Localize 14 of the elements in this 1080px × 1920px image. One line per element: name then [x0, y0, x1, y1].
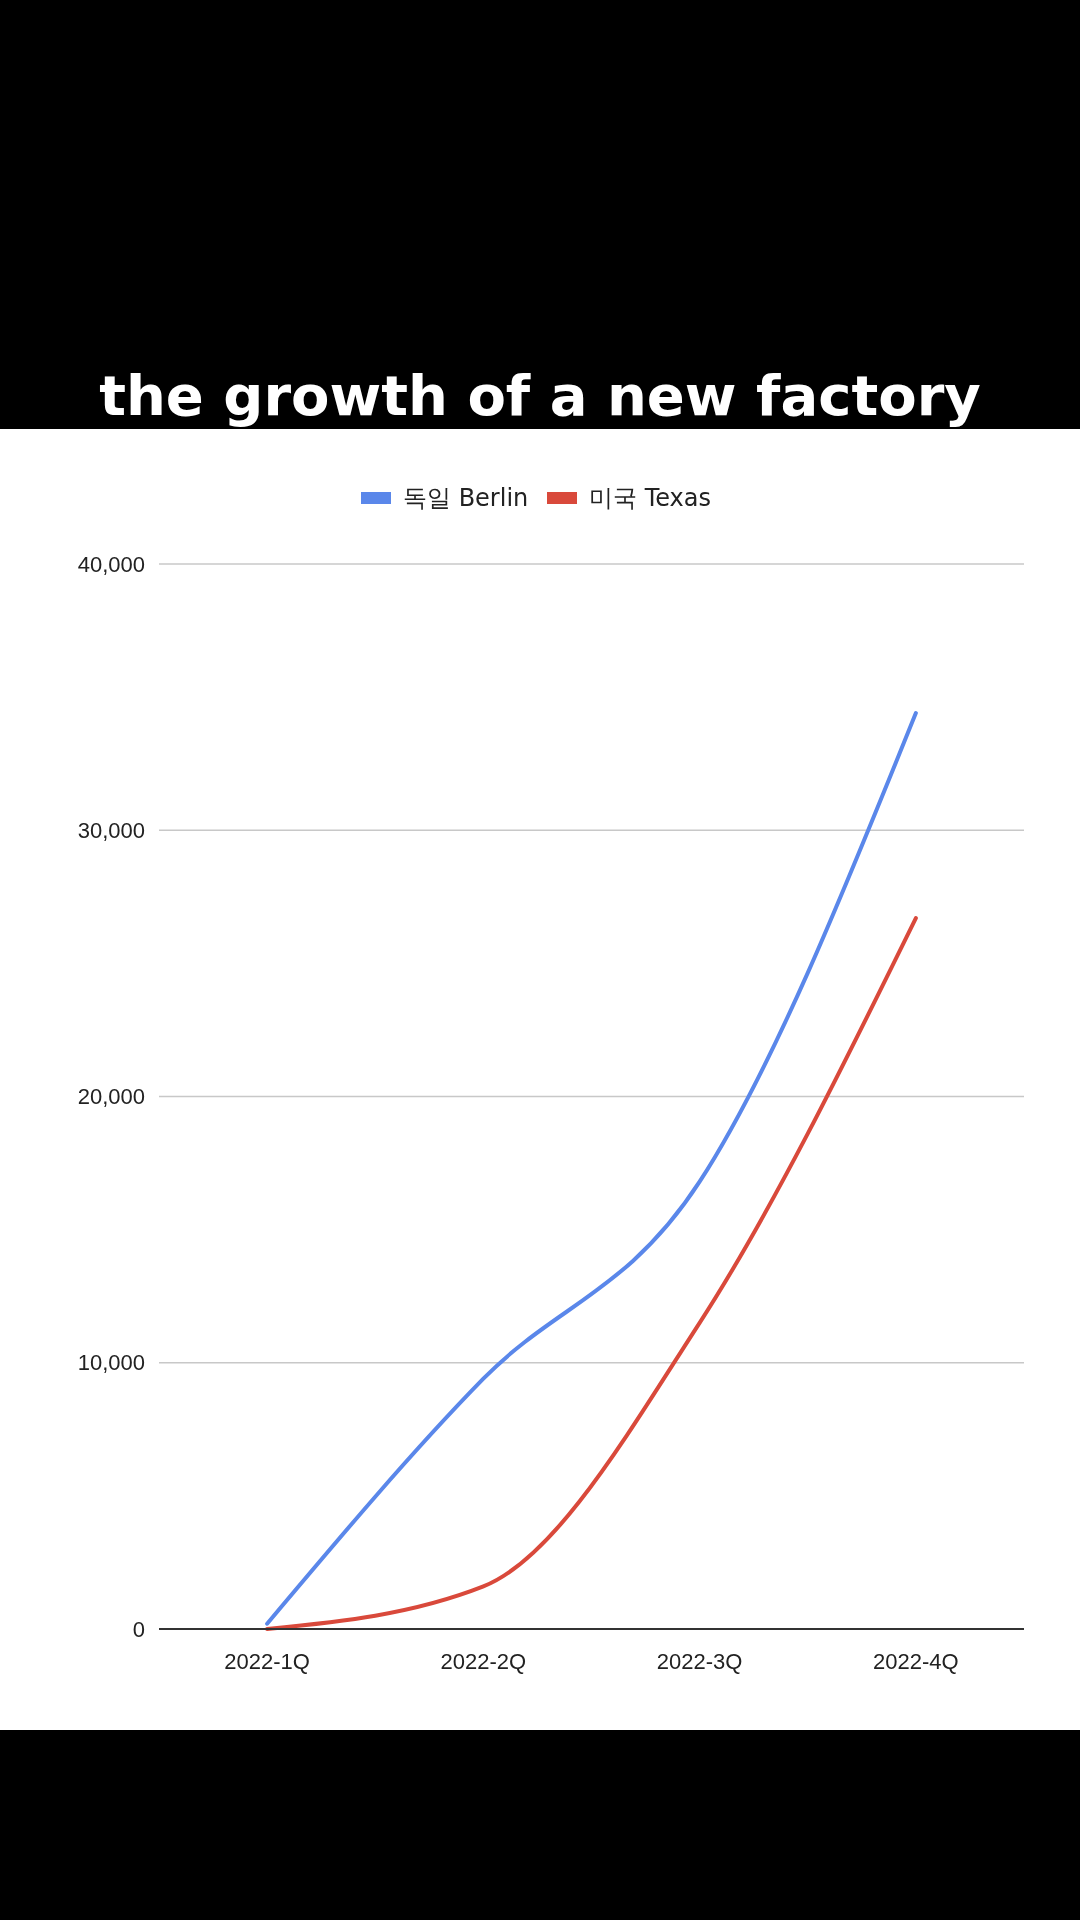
chart-title: the growth of a new factory	[99, 363, 981, 428]
y-tick-label: 30,000	[77, 817, 145, 843]
line-series	[265, 711, 918, 1626]
legend-label: 미국 Texas	[589, 484, 711, 513]
x-tick-label: 2022-3Q	[656, 1649, 743, 1674]
x-tick-label: 2022-1Q	[224, 1649, 310, 1674]
y-tick-label: 10,000	[77, 1350, 145, 1376]
x-tick-label: 2022-4Q	[873, 1649, 959, 1674]
y-tick-label: 40,000	[77, 551, 145, 577]
y-tick-label: 20,000	[77, 1084, 145, 1110]
y-tick-label: 0	[132, 1616, 145, 1642]
legend-label: 독일 Berlin	[403, 484, 529, 513]
x-tick-label: 2022-2Q	[440, 1649, 527, 1674]
line-series	[265, 916, 918, 1631]
